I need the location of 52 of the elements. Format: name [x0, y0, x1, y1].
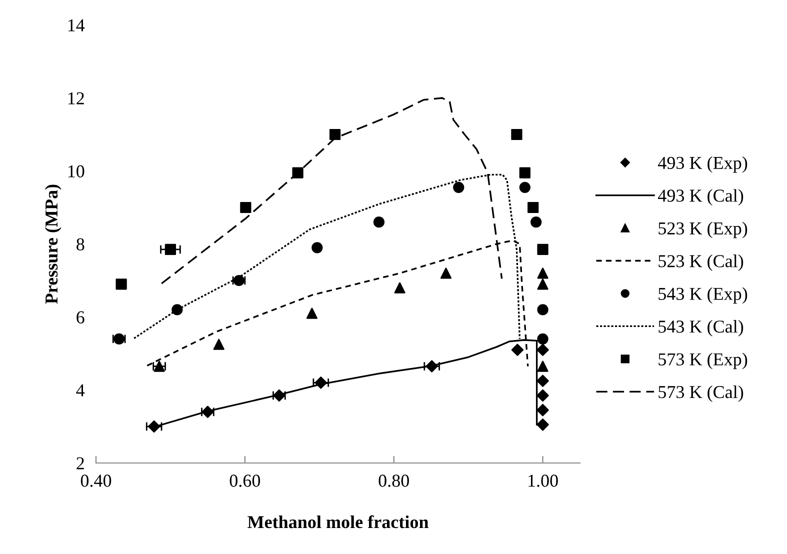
- point: [394, 282, 406, 294]
- y-tick-label: 2: [76, 457, 84, 470]
- point: [537, 360, 548, 372]
- point: [530, 216, 542, 228]
- point: [537, 304, 548, 316]
- point: [536, 418, 549, 431]
- x-tick-label: 0.80: [378, 474, 409, 487]
- point: [314, 376, 327, 389]
- y-tick-label: 4: [76, 384, 85, 396]
- point: [116, 278, 127, 290]
- legend-label: 493 K (Exp): [658, 156, 748, 173]
- point: [453, 182, 464, 193]
- point: [537, 268, 548, 279]
- point: [536, 389, 549, 402]
- y-tick-label: 14: [68, 19, 85, 32]
- point: [536, 374, 549, 387]
- legend-label: 543 K (Exp): [658, 287, 748, 304]
- legend-label: 573 K (Cal): [658, 385, 744, 402]
- y-axis-title: Pressure (MPa): [44, 184, 62, 304]
- point: [511, 128, 522, 140]
- y-tick-label: 10: [68, 165, 84, 178]
- y-tick-label: 6: [76, 311, 84, 324]
- x-tick-label: 0.40: [80, 474, 112, 487]
- point: [213, 338, 224, 350]
- point: [292, 167, 304, 178]
- point: [528, 202, 539, 214]
- x-tick-label: 1.00: [528, 474, 558, 487]
- point: [537, 333, 548, 344]
- legend-label: 543 K (Cal): [658, 320, 744, 336]
- point: [306, 308, 318, 319]
- y-tick-label: 8: [76, 238, 84, 250]
- legend-label: 493 K (Cal): [658, 189, 744, 206]
- y-tick-label: 12: [68, 92, 84, 104]
- point: [537, 278, 548, 290]
- point: [373, 216, 385, 228]
- point: [240, 202, 252, 214]
- point: [537, 244, 548, 256]
- point: [511, 344, 524, 356]
- point: [440, 268, 452, 279]
- legend-label: 523 K (Cal): [658, 254, 744, 271]
- legend-label: 523 K (Exp): [658, 222, 748, 238]
- x-axis-title: Methanol mole fraction: [248, 515, 428, 528]
- x-tick-label: 0.60: [230, 474, 260, 487]
- point: [164, 244, 176, 256]
- point: [312, 242, 323, 254]
- point: [519, 182, 530, 193]
- point: [519, 167, 530, 178]
- point: [329, 128, 341, 140]
- point: [172, 304, 183, 316]
- point: [536, 344, 549, 356]
- point: [536, 404, 549, 416]
- legend-label: 573 K (Exp): [658, 352, 748, 370]
